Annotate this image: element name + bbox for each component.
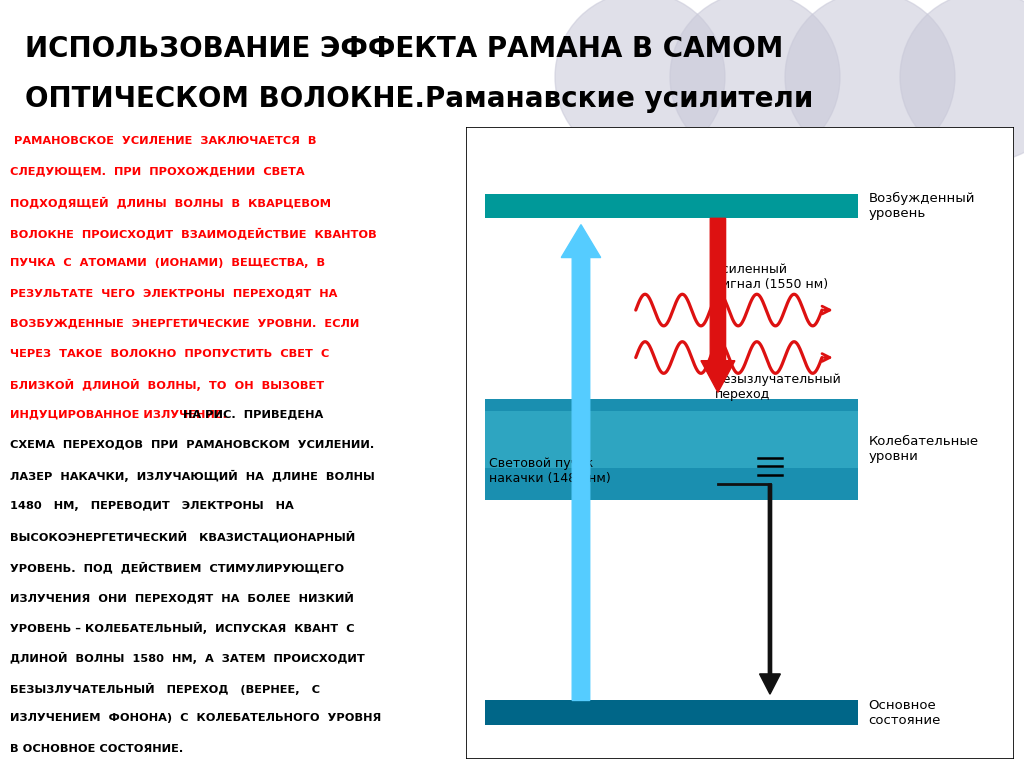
Text: Возбужденный
уровень: Возбужденный уровень <box>868 193 975 220</box>
Text: ОПТИЧЕСКОМ ВОЛОКНЕ.Раманавские усилители: ОПТИЧЕСКОМ ВОЛОКНЕ.Раманавские усилители <box>26 84 814 113</box>
Circle shape <box>670 0 840 162</box>
Text: 1480   НМ,   ПЕРЕВОДИТ   ЭЛЕКТРОНЫ   НА: 1480 НМ, ПЕРЕВОДИТ ЭЛЕКТРОНЫ НА <box>10 501 294 511</box>
Text: ЧЕРЕЗ  ТАКОЕ  ВОЛОКНО  ПРОПУСТИТЬ  СВЕТ  С: ЧЕРЕЗ ТАКОЕ ВОЛОКНО ПРОПУСТИТЬ СВЕТ С <box>10 349 330 359</box>
Text: ЛАЗЕР  НАКАЧКИ,  ИЗЛУЧАЮЩИЙ  НА  ДЛИНЕ  ВОЛНЫ: ЛАЗЕР НАКАЧКИ, ИЗЛУЧАЮЩИЙ НА ДЛИНЕ ВОЛНЫ <box>10 470 375 482</box>
Bar <box>485 411 858 468</box>
Text: СЛЕДУЮЩЕМ.  ПРИ  ПРОХОЖДЕНИИ  СВЕТА: СЛЕДУЮЩЕМ. ПРИ ПРОХОЖДЕНИИ СВЕТА <box>10 166 305 176</box>
Text: Основное
состояние: Основное состояние <box>868 699 941 726</box>
Circle shape <box>785 0 955 162</box>
FancyArrow shape <box>561 225 601 700</box>
Text: ИСПОЛЬЗОВАНИЕ ЭФФЕКТА РАМАНА В САМОМ: ИСПОЛЬЗОВАНИЕ ЭФФЕКТА РАМАНА В САМОМ <box>26 35 783 63</box>
Text: ВОЛОКНЕ  ПРОИСХОДИТ  ВЗАИМОДЕЙСТВИЕ  КВАНТОВ: ВОЛОКНЕ ПРОИСХОДИТ ВЗАИМОДЕЙСТВИЕ КВАНТО… <box>10 227 377 239</box>
Text: БЛИЗКОЙ  ДЛИНОЙ  ВОЛНЫ,  ТО  ОН  ВЫЗОВЕТ: БЛИЗКОЙ ДЛИНОЙ ВОЛНЫ, ТО ОН ВЫЗОВЕТ <box>10 379 325 391</box>
Text: Световой пучок
накачки (1480 нм): Световой пучок накачки (1480 нм) <box>488 457 610 486</box>
Circle shape <box>555 0 725 162</box>
Text: ИЗЛУЧЕНИЯ  ОНИ  ПЕРЕХОДЯТ  НА  БОЛЕЕ  НИЗКИЙ: ИЗЛУЧЕНИЯ ОНИ ПЕРЕХОДЯТ НА БОЛЕЕ НИЗКИЙ <box>10 591 354 604</box>
Text: ВОЗБУЖДЕННЫЕ  ЭНЕРГЕТИЧЕСКИЕ  УРОВНИ.  ЕСЛИ: ВОЗБУЖДЕННЫЕ ЭНЕРГЕТИЧЕСКИЕ УРОВНИ. ЕСЛИ <box>10 318 359 328</box>
Bar <box>485 194 858 219</box>
Bar <box>485 700 858 725</box>
Text: РАМАНОВСКОЕ  УСИЛЕНИЕ  ЗАКЛЮЧАЕТСЯ  В: РАМАНОВСКОЕ УСИЛЕНИЕ ЗАКЛЮЧАЕТСЯ В <box>10 136 316 146</box>
FancyArrow shape <box>760 484 780 694</box>
Text: НА РИС.  ПРИВЕДЕНА: НА РИС. ПРИВЕДЕНА <box>178 410 323 420</box>
Text: Колебательные
уровни: Колебательные уровни <box>868 435 979 463</box>
Text: ПУЧКА  С  АТОМАМИ  (ИОНАМИ)  ВЕЩЕСТВА,  В: ПУЧКА С АТОМАМИ (ИОНАМИ) ВЕЩЕСТВА, В <box>10 258 326 268</box>
Text: УРОВЕНЬ.  ПОД  ДЕЙСТВИЕМ  СТИМУЛИРУЮЩЕГО: УРОВЕНЬ. ПОД ДЕЙСТВИЕМ СТИМУЛИРУЮЩЕГО <box>10 561 344 573</box>
Bar <box>485 399 858 500</box>
Text: ВЫСОКОЭНЕРГЕТИЧЕСКИЙ   КВАЗИСТАЦИОНАРНЫЙ: ВЫСОКОЭНЕРГЕТИЧЕСКИЙ КВАЗИСТАЦИОНАРНЫЙ <box>10 531 355 542</box>
Text: Безызлучательный
переход: Безызлучательный переход <box>715 374 842 401</box>
Text: Усиленный
сигнал (1550 нм): Усиленный сигнал (1550 нм) <box>715 262 828 291</box>
Text: СХЕМА  ПЕРЕХОДОВ  ПРИ  РАМАНОВСКОМ  УСИЛЕНИИ.: СХЕМА ПЕРЕХОДОВ ПРИ РАМАНОВСКОМ УСИЛЕНИИ… <box>10 439 375 449</box>
Text: ИНДУЦИРОВАННОЕ ИЗЛУЧЕНИЕ.: ИНДУЦИРОВАННОЕ ИЗЛУЧЕНИЕ. <box>10 410 227 420</box>
Text: В ОСНОВНОЕ СОСТОЯНИЕ.: В ОСНОВНОЕ СОСТОЯНИЕ. <box>10 743 183 753</box>
FancyArrow shape <box>701 219 735 393</box>
Text: ПОДХОДЯЩЕЙ  ДЛИНЫ  ВОЛНЫ  В  КВАРЦЕВОМ: ПОДХОДЯЩЕЙ ДЛИНЫ ВОЛНЫ В КВАРЦЕВОМ <box>10 197 331 209</box>
Circle shape <box>900 0 1024 162</box>
Text: ДЛИНОЙ  ВОЛНЫ  1580  НМ,  А  ЗАТЕМ  ПРОИСХОДИТ: ДЛИНОЙ ВОЛНЫ 1580 НМ, А ЗАТЕМ ПРОИСХОДИТ <box>10 653 365 664</box>
Text: РЕЗУЛЬТАТЕ  ЧЕГО  ЭЛЕКТРОНЫ  ПЕРЕХОДЯТ  НА: РЕЗУЛЬТАТЕ ЧЕГО ЭЛЕКТРОНЫ ПЕРЕХОДЯТ НА <box>10 288 338 298</box>
Text: БЕЗЫЗЛУЧАТЕЛЬНЫЙ   ПЕРЕХОД   (ВЕРНЕЕ,   С: БЕЗЫЗЛУЧАТЕЛЬНЫЙ ПЕРЕХОД (ВЕРНЕЕ, С <box>10 683 321 695</box>
Text: УРОВЕНЬ – КОЛЕБАТЕЛЬНЫЙ,  ИСПУСКАЯ  КВАНТ  С: УРОВЕНЬ – КОЛЕБАТЕЛЬНЫЙ, ИСПУСКАЯ КВАНТ … <box>10 622 354 634</box>
Text: ИЗЛУЧЕНИЕМ  ФОНОНА)  С  КОЛЕБАТЕЛЬНОГО  УРОВНЯ: ИЗЛУЧЕНИЕМ ФОНОНА) С КОЛЕБАТЕЛЬНОГО УРОВ… <box>10 713 382 723</box>
